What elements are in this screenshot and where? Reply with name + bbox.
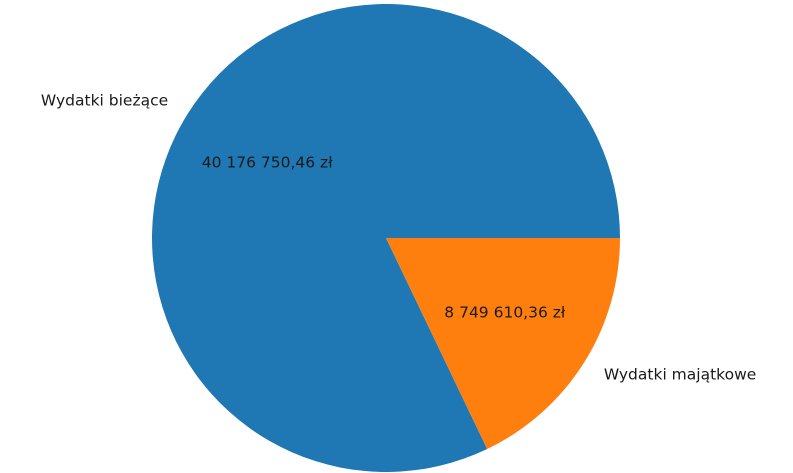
pie-labels: 40 176 750,46 zł Wydatki bieżące 8 749 610…: [41, 91, 756, 383]
pie-slice-wydatki-majatkowe: [386, 238, 620, 449]
pie-slices: [152, 4, 621, 473]
category-label-wydatki-biezace: Wydatki bieżące: [41, 91, 168, 109]
category-label-wydatki-majatkowe: Wydatki majątkowe: [604, 366, 756, 384]
pie-slice-wydatki-biezace: [152, 4, 621, 473]
value-label-wydatki-biezace: 40 176 750,46 zł: [202, 154, 333, 172]
value-label-wydatki-majatkowe: 8 749 610,36 zł: [444, 303, 566, 321]
